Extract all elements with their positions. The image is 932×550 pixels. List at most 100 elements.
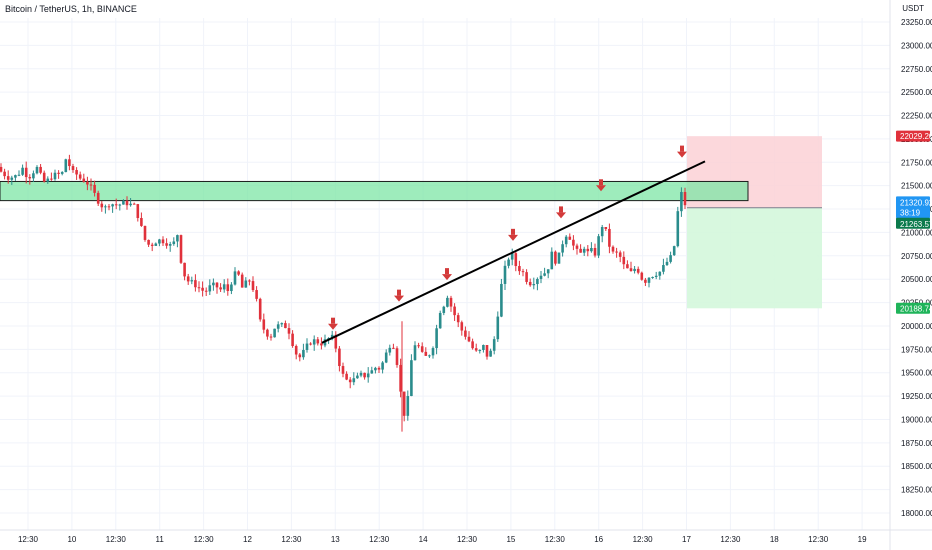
candle-body <box>640 272 644 280</box>
down-arrow-icon <box>328 317 338 330</box>
candle-body <box>536 278 539 285</box>
candle-body <box>111 204 114 207</box>
candle-body <box>75 170 78 175</box>
candle-body <box>212 282 215 286</box>
candle-body <box>500 283 503 317</box>
candle-body <box>435 328 438 349</box>
candle-body <box>449 297 453 307</box>
candle-body <box>582 248 586 253</box>
price-tick-label: 18000.00 <box>901 509 932 518</box>
price-tick-label: 18500.00 <box>901 462 932 471</box>
candle-body <box>168 244 172 246</box>
price-tick-label: 21750.00 <box>901 158 932 167</box>
candle-body <box>71 166 75 171</box>
candle-body <box>464 330 467 337</box>
down-arrow-icon <box>508 228 518 241</box>
time-tick-label: 12:30 <box>281 535 302 544</box>
candle-body <box>629 268 633 272</box>
candle-body <box>201 287 204 291</box>
candle-body <box>309 343 312 345</box>
arrow-shaft <box>445 268 449 275</box>
candle-body <box>147 239 150 245</box>
chart-grid <box>0 18 890 530</box>
candle-body <box>680 191 683 212</box>
candles <box>0 154 687 432</box>
candle-body <box>165 243 168 246</box>
candle-body <box>266 329 269 337</box>
candle-body <box>334 334 338 349</box>
candle-body <box>568 236 572 240</box>
candle-body <box>179 235 183 263</box>
price-axis[interactable]: 23250.00 23000.00 22750.00 22500.00 22250.00… <box>889 0 932 550</box>
candle-body <box>456 315 460 323</box>
candle-body <box>518 266 521 272</box>
candle-body <box>496 316 500 340</box>
candle-body <box>593 247 597 256</box>
arrow-markers <box>328 145 687 330</box>
candle-body <box>316 339 320 344</box>
arrow-shaft <box>599 179 603 186</box>
candle-body <box>669 255 672 262</box>
down-arrow-icon <box>442 268 452 281</box>
candle-body <box>604 227 608 229</box>
candle-body <box>226 284 230 292</box>
candle-body <box>143 225 147 240</box>
candle-body <box>410 360 413 397</box>
candle-body <box>86 181 89 185</box>
candle-body <box>406 396 410 416</box>
candle-body <box>622 256 626 265</box>
chart-zones <box>0 136 822 309</box>
candle-body <box>600 227 604 237</box>
candle-body <box>96 192 100 204</box>
time-axis[interactable]: 12:30 10 12:30 11 12:30 12 12:30 13 12:30 14 12:30… <box>0 529 932 544</box>
candle-body <box>644 279 647 283</box>
candle-body <box>348 379 352 383</box>
candle-body <box>647 277 651 283</box>
candle-body <box>302 349 305 358</box>
candle-body <box>21 167 24 175</box>
candle-body <box>320 343 323 346</box>
candle-body <box>579 248 582 253</box>
candle-body <box>413 345 417 361</box>
candle-body <box>676 211 680 247</box>
candle-body <box>420 346 424 352</box>
candle-body <box>172 241 176 245</box>
time-tick-label: 12:30 <box>194 535 215 544</box>
time-tick-label: 12:30 <box>720 535 741 544</box>
entry-price-badge-bg <box>896 217 930 229</box>
down-arrow-icon <box>677 145 687 158</box>
time-tick-label: 12:30 <box>106 535 127 544</box>
arrow-shaft <box>397 289 401 296</box>
candle-body <box>557 252 561 264</box>
candle-body <box>492 339 496 351</box>
trendline-layer[interactable] <box>321 160 706 344</box>
candle-body <box>388 347 392 353</box>
candle-body <box>672 246 676 256</box>
candle-body <box>248 280 251 282</box>
candle-body <box>161 239 165 244</box>
time-tick-label: 12 <box>243 535 252 544</box>
arrow-head <box>508 234 518 241</box>
target-price-badge-bg <box>896 130 930 142</box>
candle-body <box>572 239 575 246</box>
candle-body <box>662 265 665 272</box>
candle-body <box>554 251 557 264</box>
time-tick-label: 11 <box>156 535 165 544</box>
candle-body <box>453 306 456 316</box>
candle-body <box>118 204 122 206</box>
trendline[interactable] <box>321 160 706 344</box>
time-tick-label: 13 <box>331 535 340 544</box>
candle-body <box>291 333 294 346</box>
candle-body <box>636 268 640 273</box>
candle-body <box>377 367 381 370</box>
candle-body <box>132 203 136 205</box>
candle-body <box>230 284 233 292</box>
candle-body <box>136 204 140 219</box>
candle-body <box>82 178 86 182</box>
candle-body <box>597 236 600 256</box>
candle-body <box>215 282 219 288</box>
candle-body <box>510 253 514 260</box>
candle-body <box>528 281 532 286</box>
candle-body <box>208 285 212 292</box>
